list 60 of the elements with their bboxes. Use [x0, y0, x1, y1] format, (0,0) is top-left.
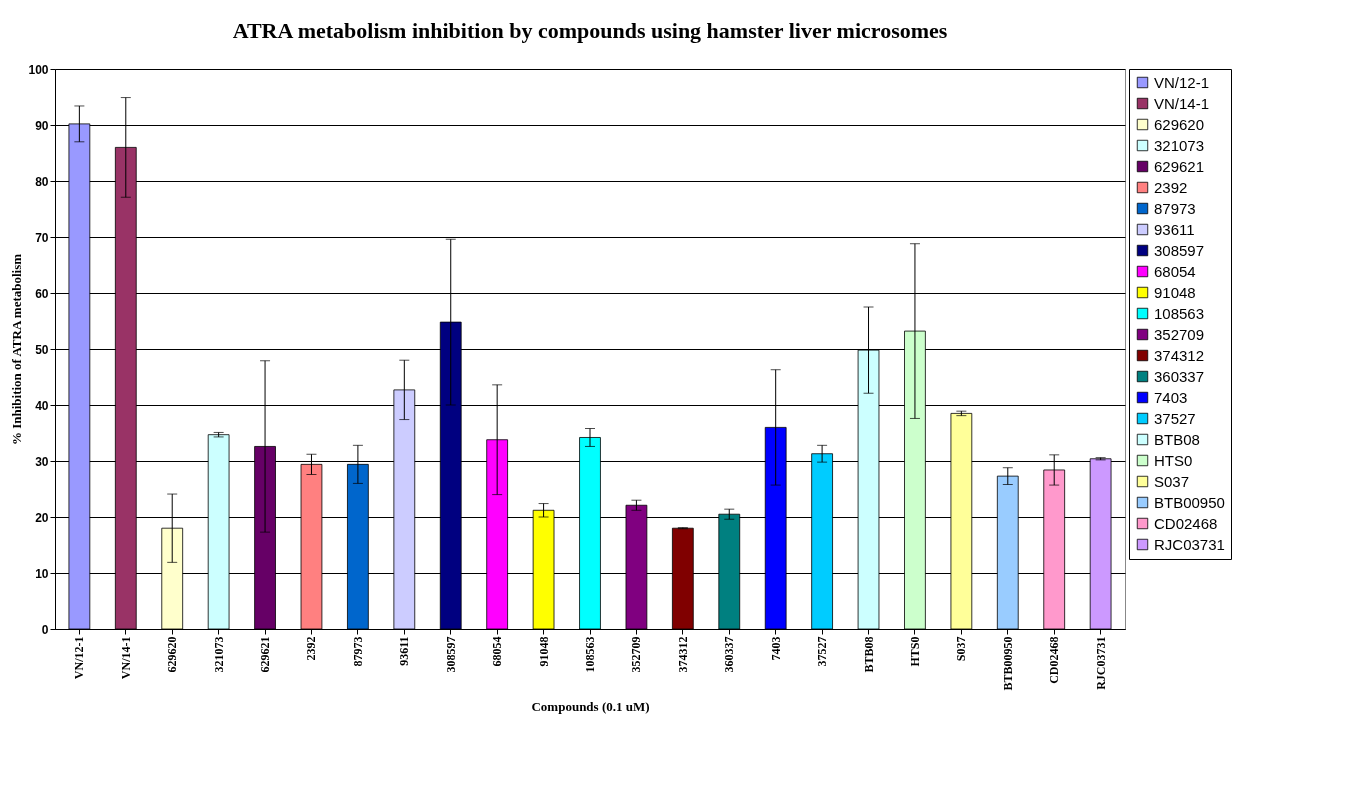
x-tick-label: 2392: [304, 636, 319, 661]
y-tick-label: 30: [35, 454, 49, 469]
legend-label: CD02468: [1154, 514, 1218, 532]
x-tick-label: 91048: [536, 636, 551, 667]
x-tick-label: BTB08: [861, 636, 876, 673]
legend-label: RJC03731: [1154, 535, 1225, 553]
x-tick-label: 93611: [397, 636, 412, 666]
y-tick-label: 50: [35, 342, 49, 357]
legend-label: S037: [1154, 472, 1190, 490]
legend-label: 37527: [1154, 409, 1196, 427]
x-tick-label: 360337: [722, 636, 737, 673]
x-tick-label: 629621: [258, 636, 273, 673]
x-tick-label: 7403: [768, 636, 783, 661]
y-tick-label: 20: [35, 510, 49, 525]
legend-label: 68054: [1154, 262, 1196, 280]
y-tick-label: 80: [35, 174, 49, 189]
legend-label: HTS0: [1154, 451, 1193, 469]
y-tick-label: 40: [35, 398, 49, 413]
x-axis-title: Compounds (0.1 uM): [531, 698, 650, 714]
y-axis-title: % Inhibition of ATRA metabolism: [9, 253, 25, 446]
legend-label: VN/12-1: [1154, 73, 1210, 91]
legend-label: 308597: [1154, 241, 1205, 259]
x-tick-label: CD02468: [1047, 636, 1062, 684]
legend-label: BTB08: [1154, 430, 1200, 448]
legend-label: 629621: [1154, 157, 1205, 175]
y-tick-label: 70: [35, 230, 49, 245]
x-tick-label: 374312: [675, 636, 690, 673]
x-tick-label: 308597: [443, 636, 458, 673]
x-tick-label: VN/14-1: [118, 636, 133, 680]
legend-label: 87973: [1154, 199, 1196, 217]
x-tick-label: 352709: [629, 636, 644, 673]
y-tick-label: 90: [35, 118, 49, 133]
x-tick-label: 321073: [211, 636, 226, 673]
x-tick-label: RJC03731: [1093, 636, 1108, 690]
x-tick-label: HTS0: [907, 636, 922, 667]
y-tick-label: 60: [35, 286, 49, 301]
y-tick-label: 0: [41, 622, 49, 637]
x-tick-label: 108563: [583, 636, 597, 673]
legend-label: 360337: [1154, 367, 1205, 385]
y-tick-label: 100: [28, 62, 49, 77]
legend-label: 374312: [1154, 346, 1205, 364]
x-tick-label: S037: [954, 636, 969, 662]
legend-label: 108563: [1154, 304, 1205, 322]
legend-label: 321073: [1154, 136, 1205, 154]
x-tick-label: VN/12-1: [72, 636, 87, 680]
y-tick-label: 10: [35, 566, 49, 581]
x-tick-label: 68054: [490, 636, 505, 667]
legend-label: 352709: [1154, 325, 1205, 343]
x-tick-label: 629620: [165, 636, 180, 673]
x-tick-label: 37527: [815, 636, 830, 667]
x-tick-label: 87973: [350, 636, 365, 667]
chart-title: ATRA metabolism inhibition by compounds using hamster liver microsomes: [232, 18, 948, 43]
legend-label: 7403: [1154, 388, 1188, 406]
legend-label: BTB00950: [1154, 493, 1225, 511]
x-tick-label: BTB00950: [1000, 636, 1015, 691]
legend-label: 93611: [1154, 220, 1195, 238]
legend-label: 629620: [1154, 115, 1205, 133]
legend-label: VN/14-1: [1154, 94, 1210, 112]
legend-label: 2392: [1154, 178, 1188, 196]
legend-label: 91048: [1154, 283, 1196, 301]
